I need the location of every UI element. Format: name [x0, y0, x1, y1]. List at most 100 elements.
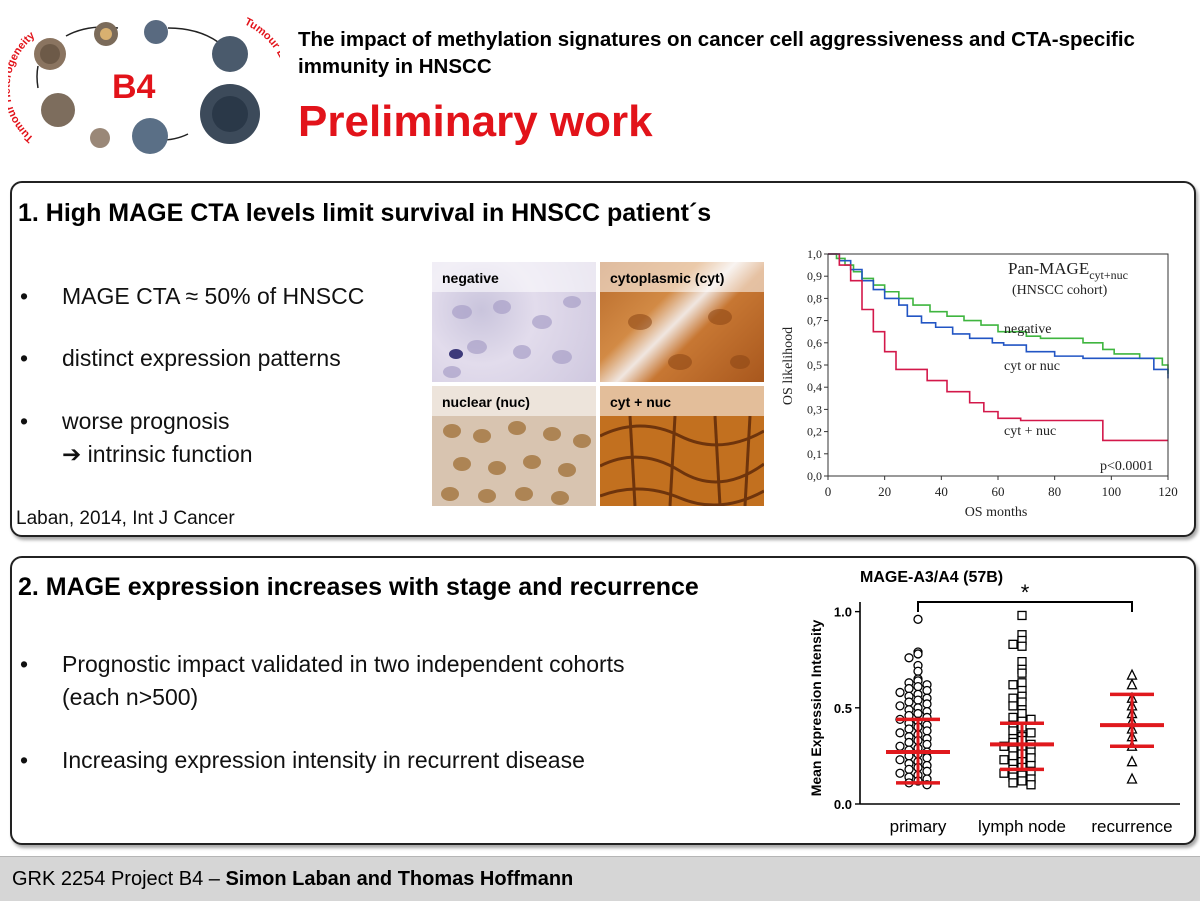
- data-point: [922, 699, 932, 709]
- bullet-text: Prognostic impact validated in two indep…: [62, 651, 625, 677]
- cell-texture: [441, 421, 591, 505]
- data-point: [895, 687, 905, 698]
- data-point: [913, 649, 923, 659]
- svg-text:Tumour Heterogeneity: Tumour Heterogeneity: [8, 29, 38, 145]
- chart-title: Pan-MAGEcyt+nuc: [1008, 259, 1128, 282]
- page-title: Preliminary work: [298, 97, 653, 146]
- y-axis-label: OS likelihood: [781, 327, 796, 405]
- chart-subtitle: (HNSCC cohort): [1012, 283, 1108, 298]
- data-point: [895, 768, 905, 778]
- data-point: [1008, 726, 1018, 736]
- cell-texture: [443, 296, 581, 378]
- data-point: [913, 695, 923, 705]
- svg-text:Tumour Evolution: Tumour Evolution: [243, 16, 280, 102]
- logo-text: B4: [112, 68, 156, 106]
- data-point: [895, 701, 905, 711]
- data-point: [1017, 641, 1027, 651]
- bullet-marker: •: [20, 408, 29, 434]
- chart-title: MAGE-A3/A4 (57B): [860, 569, 1003, 586]
- data-point: [904, 764, 914, 775]
- footer-bar: [0, 856, 1200, 901]
- cell-texture: [600, 415, 764, 506]
- data-point: [1126, 668, 1138, 680]
- x-tick-label: 100: [1102, 484, 1122, 499]
- bullet-marker: •: [20, 283, 29, 309]
- data-point: [1008, 639, 1018, 649]
- bullet-marker: •: [20, 651, 29, 677]
- significance-bracket: [917, 601, 1133, 612]
- data-point: [1017, 656, 1027, 667]
- data-point: [922, 685, 932, 696]
- citation: Laban, 2014, Int J Cancer: [16, 508, 235, 529]
- data-point: [913, 666, 923, 676]
- bullet-marker: •: [20, 345, 29, 371]
- x-tick-label: 120: [1158, 484, 1178, 499]
- data-point: [1126, 755, 1138, 767]
- data-point: [1008, 712, 1018, 723]
- data-point: [1126, 678, 1138, 690]
- footer-authors: Simon Laban and Thomas Hoffmann: [225, 868, 574, 890]
- data-point: [1008, 751, 1018, 761]
- section-expression-panel: [10, 556, 1196, 845]
- data-point: [1017, 668, 1027, 678]
- bullet-subtext: ➔ intrinsic function: [62, 441, 253, 467]
- section2-title: 2. MAGE expression increases with stage …: [18, 573, 699, 601]
- x-tick-label: 0: [825, 484, 832, 499]
- data-point: [895, 741, 905, 751]
- ihc-image-cyt-nuc: cyt + nuc: [600, 386, 764, 506]
- x-tick-label: 80: [1048, 484, 1061, 499]
- data-point: [1008, 693, 1018, 703]
- plot-frame: [827, 253, 1169, 477]
- km-survival-chart: 0 20 40 60 80 100 120 0,0 0,1 0,2 0,3 0,4 0,5 0,6 0,7 0…: [781, 247, 1178, 520]
- logo-arc-left-text: Tumour Heterogeneity: [8, 29, 38, 145]
- bullet-text: Increasing expression intensity in recur…: [62, 747, 585, 773]
- data-point: [913, 681, 923, 692]
- cell-cluster-icon: [34, 20, 260, 154]
- data-point: [1017, 697, 1027, 707]
- chart-title-subscript: cyt+nuc: [1089, 268, 1128, 282]
- bullet-text: worse prognosis: [62, 408, 230, 434]
- data-point: [1017, 678, 1027, 688]
- y-tick-label: 0,4: [807, 380, 822, 394]
- section1-bullet-1: • MAGE CTA ≈ 50% of HNSCC: [20, 280, 365, 313]
- y-tick-label: 0,2: [807, 425, 822, 439]
- data-point: [1008, 701, 1018, 711]
- y-tick-label: 0,1: [807, 447, 822, 461]
- data-point: [904, 683, 914, 694]
- data-point: [1017, 708, 1027, 719]
- x-axis-label: OS months: [965, 505, 1028, 520]
- data-point: [895, 728, 905, 738]
- ihc-label-cytoplasmic: cytoplasmic (cyt): [600, 262, 764, 292]
- bullet-text: MAGE CTA ≈ 50% of HNSCC: [62, 283, 365, 309]
- y-tick-label: 0,0: [807, 469, 822, 483]
- data-point: [922, 753, 932, 763]
- legend-label-cyt-nuc: cyt + nuc: [1004, 424, 1056, 439]
- ihc-image-cytoplasmic: cytoplasmic (cyt): [600, 262, 764, 382]
- ihc-label-cyt-nuc: cyt + nuc: [600, 386, 764, 416]
- footer-project: GRK 2254 Project B4 –: [12, 868, 226, 890]
- y-tick-label: 0,9: [807, 269, 822, 283]
- data-point: [1026, 780, 1036, 790]
- legend-label-negative: negative: [1004, 322, 1051, 337]
- significance-star: *: [1021, 580, 1030, 605]
- section2-bullet-1: • Prognostic impact validated in two ind…: [20, 648, 625, 714]
- data-point: [1017, 610, 1027, 621]
- x-category-label: primary: [890, 817, 947, 836]
- data-point: [904, 724, 914, 734]
- ihc-label-negative: negative: [432, 262, 596, 292]
- data-point: [895, 755, 905, 765]
- bullet-text-line2: (each n>500): [62, 684, 199, 710]
- section1-bullet-2: • distinct expression patterns: [20, 342, 341, 375]
- bullet-marker: •: [20, 747, 29, 773]
- data-point: [904, 697, 914, 707]
- x-category-label: lymph node: [978, 817, 1066, 836]
- data-point: [922, 739, 932, 750]
- ihc-label-nuclear: nuclear (nuc): [432, 386, 596, 416]
- x-tick-label: 40: [935, 484, 948, 499]
- section2-bullet-2: • Increasing expression intensity in rec…: [20, 744, 585, 777]
- data-point: [1126, 772, 1138, 784]
- footer-text: GRK 2254 Project B4 – Simon Laban and Th…: [12, 868, 573, 891]
- km-curve-cyt-nuc: [828, 253, 1168, 442]
- data-point: [999, 755, 1009, 765]
- data-point: [1026, 753, 1036, 763]
